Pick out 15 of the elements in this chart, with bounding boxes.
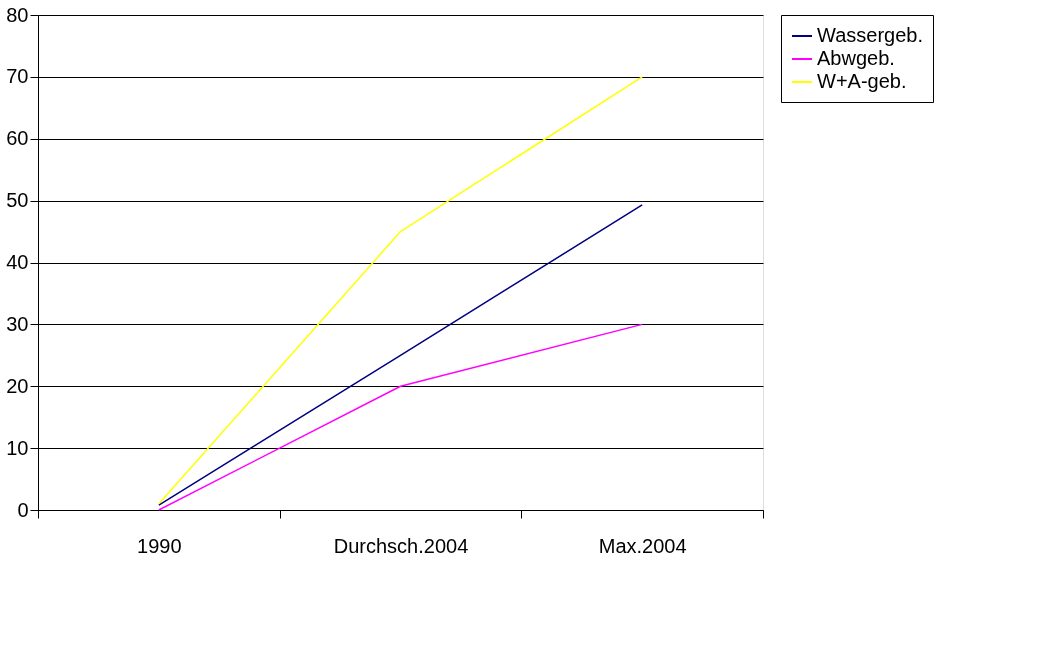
y-tick-label: 30 — [6, 312, 29, 335]
y-tick-label: 50 — [6, 189, 29, 212]
legend-label: W+A-geb. — [817, 70, 907, 92]
legend-label: Wassergeb. — [817, 24, 923, 46]
y-tick-label: 70 — [6, 65, 29, 88]
y-tick-label: 10 — [6, 436, 29, 459]
x-tick-label: Max.2004 — [598, 534, 687, 557]
y-tick-label: 60 — [6, 127, 29, 150]
legend-label: Abwgeb. — [817, 47, 895, 69]
x-tick-label: 1990 — [137, 534, 182, 557]
x-tick-label: Durchsch.2004 — [333, 534, 469, 557]
y-tick-label: 0 — [17, 498, 29, 521]
y-tick-label: 40 — [6, 251, 29, 273]
y-tick-label: 80 — [6, 3, 29, 26]
y-tick-label: 20 — [6, 374, 29, 397]
